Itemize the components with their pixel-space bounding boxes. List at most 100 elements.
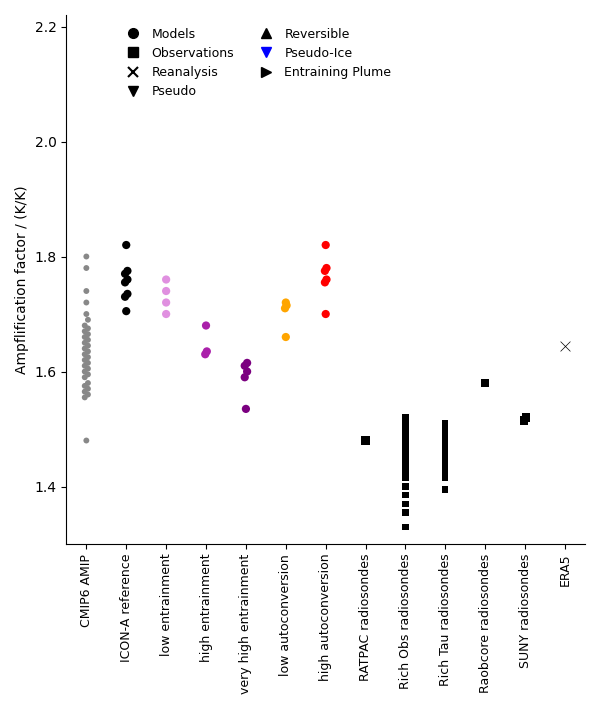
Point xyxy=(401,418,410,429)
Point xyxy=(83,377,93,389)
Point xyxy=(440,420,450,432)
Point xyxy=(120,268,130,279)
Point xyxy=(242,366,252,377)
Point xyxy=(83,352,93,363)
Point xyxy=(80,380,89,391)
Point xyxy=(401,467,410,478)
Point xyxy=(320,265,330,277)
Point xyxy=(83,323,93,334)
Point xyxy=(440,461,450,472)
Point xyxy=(82,308,91,320)
Point xyxy=(241,403,251,415)
Point xyxy=(83,383,93,394)
Point xyxy=(281,331,290,342)
Point xyxy=(201,320,211,331)
Point xyxy=(80,392,89,403)
Point xyxy=(80,372,89,383)
Point xyxy=(321,308,331,320)
Point xyxy=(521,412,531,423)
Point xyxy=(240,372,250,383)
Point xyxy=(401,507,410,518)
Point xyxy=(440,447,450,458)
Point xyxy=(440,450,450,461)
Point xyxy=(122,274,132,285)
Point xyxy=(82,251,91,262)
Point xyxy=(83,340,93,352)
Y-axis label: Ampflification factor / (K/K): Ampflification factor / (K/K) xyxy=(15,185,29,374)
Point xyxy=(440,467,450,478)
Point xyxy=(440,452,450,464)
Point xyxy=(401,447,410,458)
Point xyxy=(481,377,490,389)
Point xyxy=(321,240,331,251)
Point xyxy=(83,389,93,400)
Point xyxy=(121,240,131,251)
Point xyxy=(401,481,410,492)
Point xyxy=(560,340,570,352)
Point xyxy=(401,415,410,426)
Point xyxy=(80,343,89,354)
Point xyxy=(80,366,89,377)
Point xyxy=(83,334,93,345)
Point xyxy=(280,303,290,314)
Point xyxy=(161,274,171,285)
Point xyxy=(361,435,370,446)
Point xyxy=(440,440,450,452)
Point xyxy=(401,498,410,510)
Point xyxy=(80,325,89,337)
Point xyxy=(80,337,89,348)
Point xyxy=(240,360,250,372)
Point xyxy=(82,435,91,446)
Point xyxy=(401,461,410,472)
Point xyxy=(83,328,93,340)
Point xyxy=(161,285,171,296)
Point xyxy=(242,357,252,369)
Point xyxy=(440,435,450,446)
Point xyxy=(83,369,93,380)
Legend: Models, Observations, Reanalysis, Pseudo, Reversible, Pseudo-Ice, Entraining Plu: Models, Observations, Reanalysis, Pseudo… xyxy=(114,21,398,104)
Point xyxy=(440,472,450,484)
Point xyxy=(440,458,450,469)
Point xyxy=(82,262,91,274)
Point xyxy=(80,360,89,372)
Point xyxy=(281,297,290,308)
Point xyxy=(440,429,450,440)
Point xyxy=(440,484,450,495)
Point xyxy=(401,455,410,467)
Point xyxy=(120,277,130,288)
Point xyxy=(401,423,410,435)
Point xyxy=(80,386,89,397)
Point xyxy=(320,277,330,288)
Point xyxy=(440,455,450,467)
Point xyxy=(80,349,89,360)
Point xyxy=(83,357,93,369)
Point xyxy=(161,297,171,308)
Point xyxy=(401,450,410,461)
Point xyxy=(401,412,410,423)
Point xyxy=(401,429,410,440)
Point xyxy=(83,314,93,325)
Point xyxy=(122,265,132,277)
Point xyxy=(282,300,292,311)
Point xyxy=(82,297,91,308)
Point xyxy=(82,285,91,296)
Point xyxy=(401,440,410,452)
Point xyxy=(401,472,410,484)
Point xyxy=(440,423,450,435)
Point xyxy=(401,435,410,446)
Point xyxy=(80,320,89,331)
Point xyxy=(161,308,171,320)
Point xyxy=(83,346,93,357)
Point xyxy=(322,274,331,285)
Point xyxy=(122,289,132,300)
Point xyxy=(121,306,131,317)
Point xyxy=(401,521,410,532)
Point xyxy=(80,354,89,366)
Point xyxy=(202,346,212,357)
Point xyxy=(200,349,210,360)
Point xyxy=(80,331,89,342)
Point xyxy=(401,458,410,469)
Point xyxy=(83,363,93,374)
Point xyxy=(440,418,450,429)
Point xyxy=(520,415,529,426)
